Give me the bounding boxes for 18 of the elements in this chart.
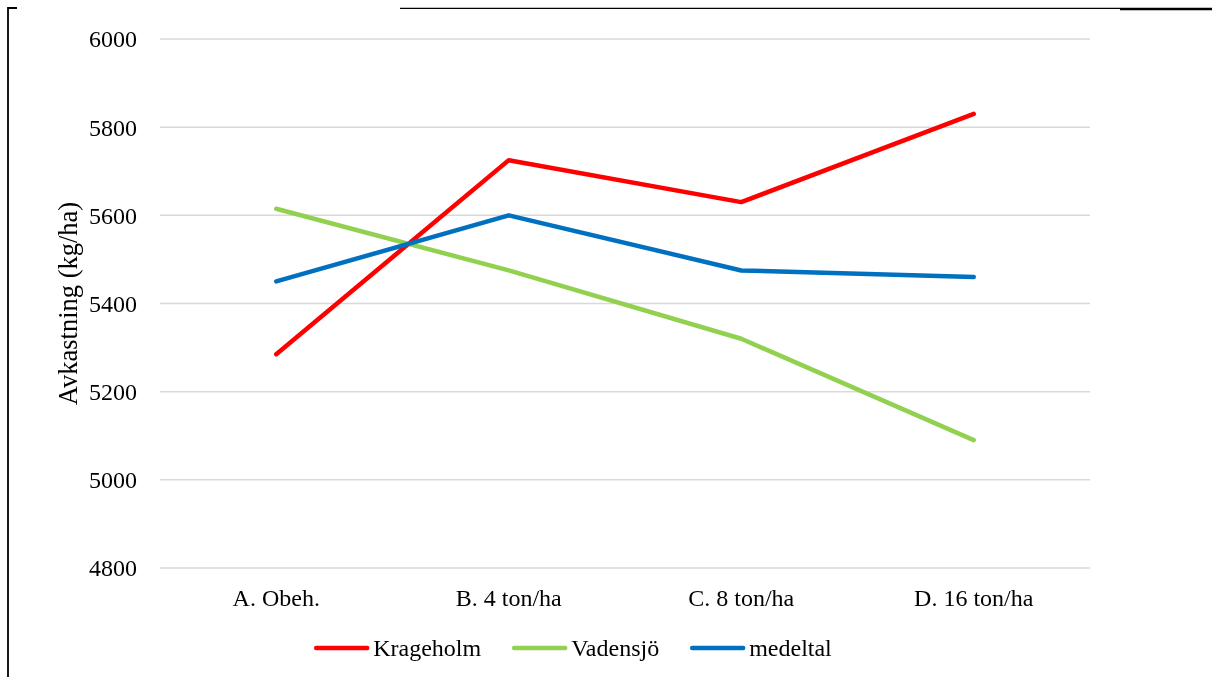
x-tick-label: D. 16 ton/ha [914, 585, 1034, 612]
x-tick-label: C. 8 ton/ha [688, 585, 795, 612]
y-tick-label: 5400 [89, 290, 137, 317]
legend-label: Krageholm [373, 635, 482, 662]
line-series [274, 111, 976, 357]
y-tick-label: 5600 [89, 202, 137, 229]
y-tick-label: 5800 [89, 114, 137, 141]
y-tick-label: 4800 [89, 555, 137, 582]
line-series [274, 206, 976, 443]
line-series [274, 213, 976, 284]
y-tick-label: 5000 [89, 467, 137, 494]
y-tick-label: 6000 [89, 26, 137, 53]
y-tick-label: 5200 [89, 379, 137, 406]
x-tick-label: A. Obeh. [232, 585, 320, 612]
y-axis-title: Avkastning (kg/ha) [53, 201, 84, 406]
legend-label: Vadensjö [571, 635, 660, 662]
x-tick-label: B. 4 ton/ha [455, 585, 563, 612]
legend-label: medeltal [749, 635, 833, 662]
